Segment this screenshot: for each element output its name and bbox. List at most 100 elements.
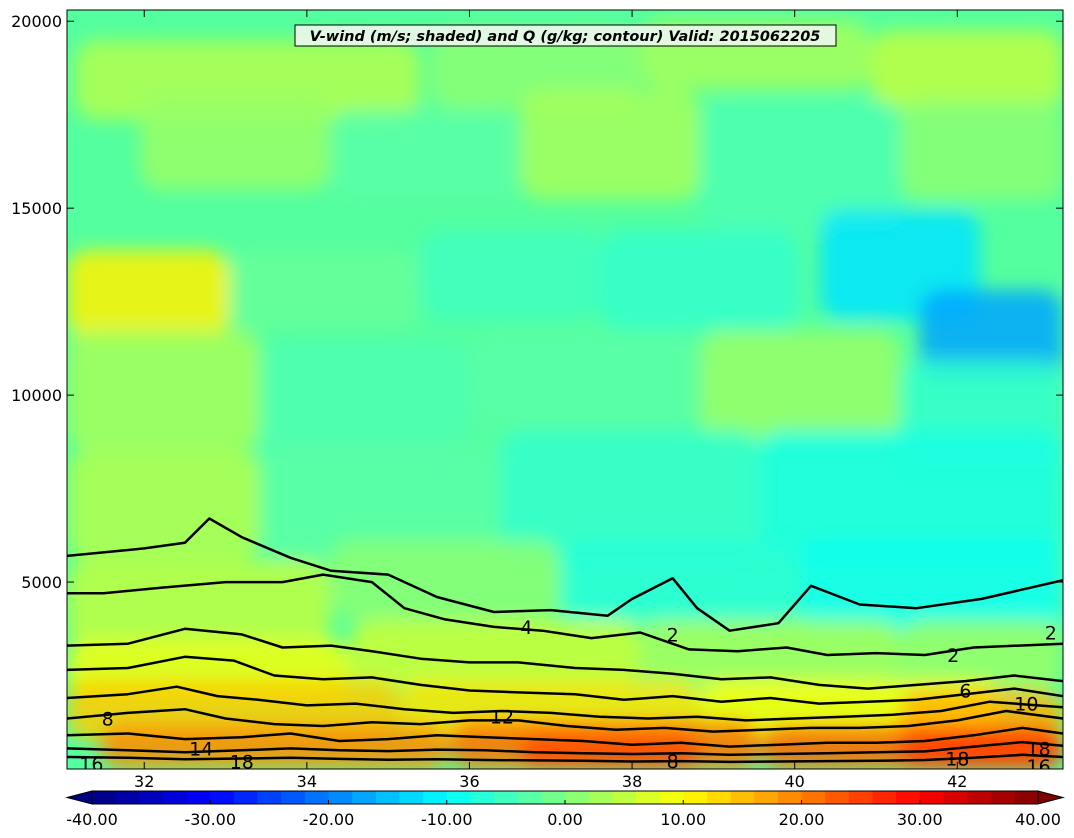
shaded-region [900,620,1063,690]
colorbar-bin [233,791,259,804]
colorbar-extend-min [65,790,93,805]
colorbar-bin [683,791,708,804]
colorbar-tick-label: -30.00 [184,810,236,829]
contour-label: 10 [1014,694,1038,716]
shaded-region [100,725,450,769]
colorbar-bin [754,791,779,804]
colorbar-tick-label: -20.00 [303,810,355,829]
y-tick-label: 15000 [11,199,62,218]
shaded-region [330,110,520,200]
colorbar-bin [446,791,471,804]
shaded-region [67,560,330,650]
contour-label: 2 [667,624,679,646]
contour-label: 16 [1027,756,1051,778]
y-tick-label: 5000 [21,573,62,592]
colorbar-bin [848,791,874,804]
shaded-region [920,290,1063,380]
shaded-region [900,100,1063,200]
shaded-region [600,230,800,330]
contour-label: 18 [945,749,969,771]
shaded-region [420,230,600,320]
colorbar-bin [706,791,732,804]
colorbar-bin [375,791,401,804]
colorbar-tick-label: 40.00 [1015,810,1061,829]
shaded-region [67,450,260,560]
contour-line-q10 [67,685,1063,722]
contour-line-q18 [67,753,1063,764]
contour-line-q2 [67,517,1063,632]
colorbar-bin [659,791,684,804]
colorbar-bin [730,791,755,804]
x-tick-label: 42 [947,772,967,791]
x-tick-label: 38 [622,772,642,791]
colorbar-tick-label: -10.00 [421,810,473,829]
shaded-region [260,440,500,560]
colorbar-bin [304,791,330,804]
colorbar-bin [777,791,803,804]
x-tick-label: 36 [459,772,479,791]
colorbar-bin [612,791,637,804]
colorbar-bin [423,791,448,804]
colorbar-bin [1014,791,1039,804]
plot-frame [66,9,1064,770]
shaded-region [67,330,260,450]
shaded-region [470,330,700,430]
colorbar-bin [990,791,1015,804]
colorbar-bin [210,791,235,804]
shaded-region [870,30,1063,110]
shaded-region [520,90,700,200]
chart-title: V-wind (m/s; shaded) and Q (g/kg; contou… [310,29,821,45]
colorbar-bin [541,791,566,804]
colorbar-bin [872,791,897,804]
shaded-region [330,540,560,620]
contour-line-q12 [67,707,1063,733]
colorbar-bin [186,791,211,804]
colorbar: -40.00 -30.00 -20.00 -10.00 0.00 10.00 20.00 30… [65,790,1065,829]
colorbar-tick-label: 20.00 [779,810,825,829]
contour-label: 4 [520,617,532,639]
colorbar-tick-label: 10.00 [660,810,706,829]
colorbar-bin [399,791,424,804]
shaded-region [700,100,900,230]
colorbar-tick-label: 0.00 [547,810,583,829]
colorbar-bin [635,791,661,804]
x-tick-label: 34 [297,772,317,791]
shaded-region [700,330,900,440]
colorbar-bin [470,791,495,804]
contour-label: 18 [1027,738,1051,760]
q-contour-lines [67,517,1063,764]
colorbar-bin [825,791,850,804]
shaded-region [640,620,900,690]
colorbar-bin [801,791,826,804]
shaded-region [800,540,1063,630]
x-tick-label: 40 [785,772,805,791]
colorbar-bin [92,791,117,804]
colorbar-bin [517,791,542,804]
colorbar-bin [162,791,188,804]
title-background [294,24,837,47]
y-tick-label: 20000 [11,12,62,31]
contour-label: 8 [667,751,679,773]
colorbar-bin [896,791,921,804]
chart-title-box: V-wind (m/s; shaded) and Q (g/kg; contou… [294,24,837,47]
x-tick-label: 32 [134,772,154,791]
colorbar-bin [588,791,613,804]
colorbar-bin [967,791,992,804]
colorbar-bin [257,791,282,804]
colorbar-tick-label: 30.00 [897,810,943,829]
shaded-region [560,540,800,620]
contour-line-q4 [67,573,1063,657]
shaded-region [260,340,470,470]
contour-label: 14 [189,738,213,760]
shaded-region [140,90,330,190]
contour-line-q6 [67,627,1063,690]
shaded-region [500,430,760,560]
contour-label: 12 [490,707,514,729]
shaded-field-texture [67,20,1063,769]
colorbar-bin [919,791,944,804]
contour-label: 6 [959,681,971,703]
contour-line-q16 [67,740,1063,757]
